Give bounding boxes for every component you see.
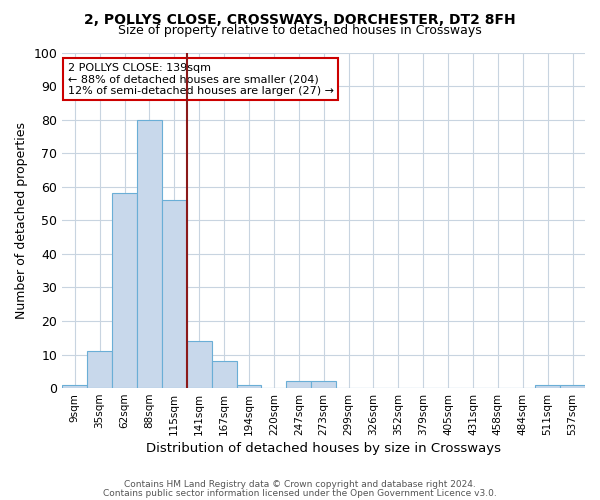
Bar xyxy=(87,351,112,388)
Bar xyxy=(535,384,560,388)
Bar xyxy=(187,341,212,388)
Bar xyxy=(137,120,162,388)
Y-axis label: Number of detached properties: Number of detached properties xyxy=(15,122,28,319)
Bar xyxy=(212,361,236,388)
Text: 2, POLLYS CLOSE, CROSSWAYS, DORCHESTER, DT2 8FH: 2, POLLYS CLOSE, CROSSWAYS, DORCHESTER, … xyxy=(84,12,516,26)
Bar xyxy=(236,384,262,388)
Text: Contains public sector information licensed under the Open Government Licence v3: Contains public sector information licen… xyxy=(103,488,497,498)
X-axis label: Distribution of detached houses by size in Crossways: Distribution of detached houses by size … xyxy=(146,442,501,455)
Bar xyxy=(162,200,187,388)
Bar xyxy=(311,382,336,388)
Text: Size of property relative to detached houses in Crossways: Size of property relative to detached ho… xyxy=(118,24,482,37)
Text: 2 POLLYS CLOSE: 139sqm
← 88% of detached houses are smaller (204)
12% of semi-de: 2 POLLYS CLOSE: 139sqm ← 88% of detached… xyxy=(68,62,334,96)
Bar xyxy=(112,194,137,388)
Text: Contains HM Land Registry data © Crown copyright and database right 2024.: Contains HM Land Registry data © Crown c… xyxy=(124,480,476,489)
Bar xyxy=(560,384,585,388)
Bar xyxy=(286,382,311,388)
Bar xyxy=(62,384,87,388)
